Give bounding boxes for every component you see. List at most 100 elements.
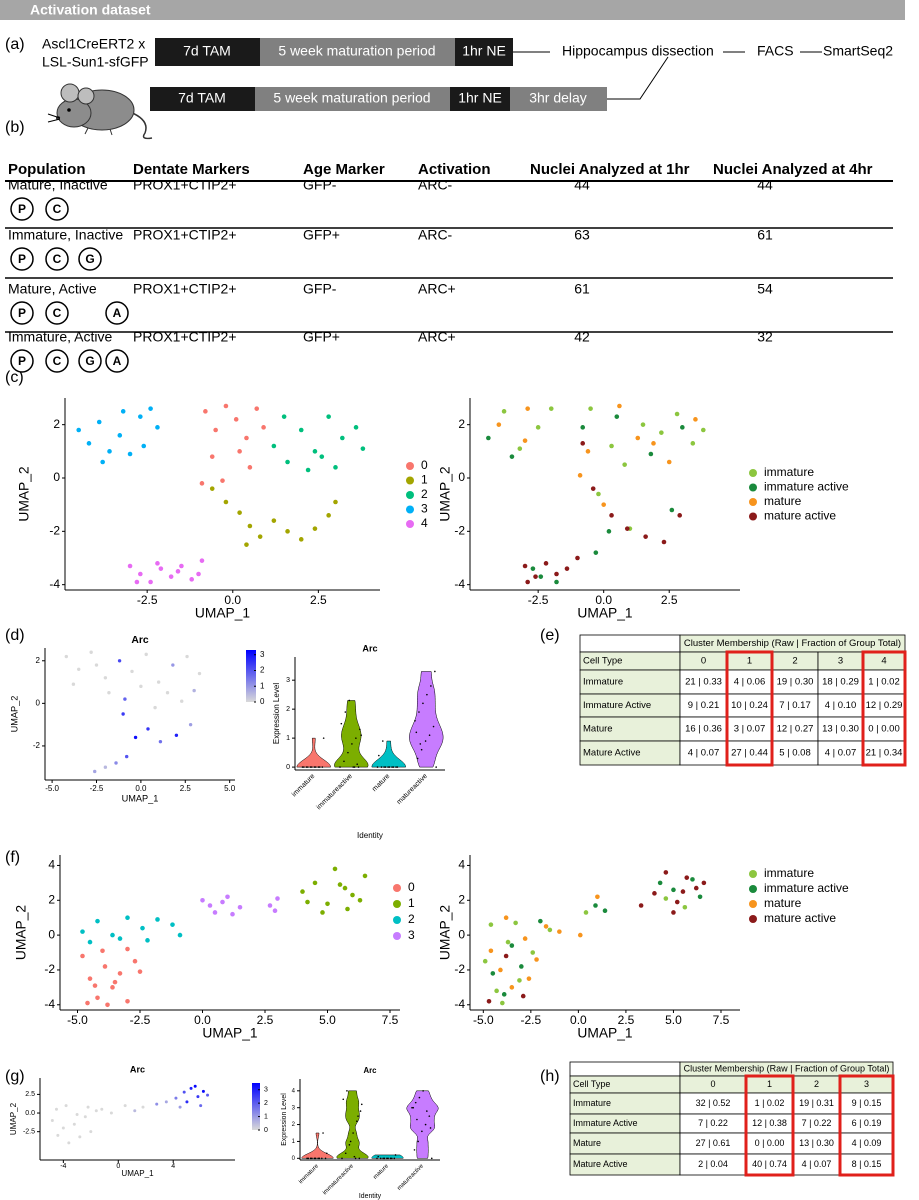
legend-label: 1	[421, 473, 428, 487]
jitter-point	[434, 670, 436, 673]
x-tick-label: 0.0	[595, 593, 612, 607]
point	[690, 441, 696, 446]
point	[87, 939, 93, 945]
table-cell	[679, 716, 728, 742]
point	[614, 414, 620, 419]
y-tick-label: 4	[292, 1088, 296, 1094]
legend-swatch	[406, 462, 414, 470]
table-cell: 61	[757, 227, 773, 243]
point	[360, 446, 366, 451]
panel-label: (e)	[540, 627, 560, 644]
point	[693, 417, 698, 422]
jitter-point	[376, 766, 379, 768]
table-text: Mature	[573, 1138, 601, 1148]
point	[353, 425, 359, 430]
jitter-point	[389, 1157, 392, 1160]
jitter-point	[344, 1152, 347, 1155]
point	[261, 425, 266, 430]
table-header: Activation	[418, 161, 491, 178]
point	[223, 403, 229, 409]
point	[298, 537, 304, 542]
table-text: 12 | 0.29	[866, 700, 903, 711]
table-text: Cluster Membership (Raw | Fraction of Gr…	[684, 1063, 890, 1073]
point	[362, 873, 368, 879]
step-label: FACS	[757, 43, 794, 59]
point	[671, 887, 676, 893]
point	[127, 563, 133, 569]
point	[580, 425, 586, 430]
point	[192, 688, 196, 693]
point	[61, 1126, 65, 1130]
jitter-point	[356, 1120, 358, 1122]
point	[648, 451, 654, 457]
table-text: 0 | 0.00	[755, 1138, 785, 1148]
point	[519, 964, 524, 969]
marker-letter: P	[18, 202, 26, 216]
table-text: Mature Active	[573, 1159, 628, 1169]
point	[530, 566, 536, 571]
jitter-point	[376, 1157, 378, 1160]
point	[75, 1113, 79, 1117]
point	[213, 427, 218, 433]
marker-circle	[45, 301, 69, 325]
timeline-label: 1hr NE	[462, 43, 506, 59]
point	[606, 529, 612, 534]
jitter-point	[419, 743, 422, 745]
step-label: SmartSeq2	[823, 43, 893, 59]
x-tick-label: 7.5	[713, 1013, 730, 1027]
table-text: 21 | 0.33	[685, 677, 722, 688]
y-tick-label: -4	[454, 997, 465, 1011]
marker-letter: P	[18, 354, 26, 368]
point	[109, 1111, 113, 1115]
marker-letter: C	[53, 202, 62, 216]
point	[543, 924, 549, 929]
x-tick-label: 2.5	[618, 1013, 635, 1027]
jitter-point	[340, 722, 343, 725]
legend-swatch	[406, 491, 414, 499]
point	[164, 1100, 168, 1104]
table-text: 21 | 0.34	[866, 748, 903, 759]
point	[247, 465, 253, 470]
violin	[296, 737, 331, 768]
point	[320, 910, 325, 915]
point	[67, 1141, 71, 1145]
mouse-line: Ascl1CreERT2 x	[42, 36, 145, 52]
point	[657, 880, 663, 886]
point	[680, 889, 686, 894]
table-text: 3 | 0.07	[734, 724, 766, 735]
table-cell	[679, 740, 728, 766]
chart-title: Arc	[130, 1064, 145, 1074]
y-tick-label: 0.0	[25, 1110, 35, 1117]
table-cell: Mature, Active	[8, 281, 97, 297]
point	[543, 561, 549, 566]
table-text: 16 | 0.36	[685, 724, 722, 735]
jitter-point	[418, 1096, 421, 1099]
x-axis-title: Identity	[359, 1193, 382, 1200]
x-axis-title: UMAP_1	[577, 1026, 632, 1041]
legend-label: mature active	[764, 911, 836, 925]
table-text: Immature Active	[583, 700, 651, 711]
point	[337, 882, 343, 887]
timeline-bar	[155, 38, 260, 66]
legend-swatch	[749, 498, 757, 506]
jitter-point	[343, 760, 345, 763]
jitter-point	[303, 766, 305, 768]
timeline-label: 5 week maturation period	[273, 90, 430, 106]
table-cell	[569, 1061, 681, 1077]
point	[179, 563, 184, 569]
table-cell: Immature, Active	[8, 329, 112, 345]
jitter-point	[307, 1157, 310, 1160]
jitter-point	[360, 734, 362, 737]
jitter-point	[306, 1157, 308, 1160]
jitter-point	[382, 1157, 384, 1160]
table-cell: PROX1+CTIP2+	[133, 177, 237, 193]
jitter-point	[378, 754, 380, 757]
y-axis-title: Expression Level	[272, 683, 281, 744]
point	[588, 406, 593, 411]
table-text: 7 | 0.22	[802, 1118, 832, 1128]
point	[554, 579, 559, 585]
x-tick-label: 0.0	[194, 1013, 211, 1027]
jitter-point	[379, 1157, 382, 1160]
chart-title: Arc	[131, 635, 149, 646]
table-text: 4 | 0.06	[734, 677, 766, 688]
